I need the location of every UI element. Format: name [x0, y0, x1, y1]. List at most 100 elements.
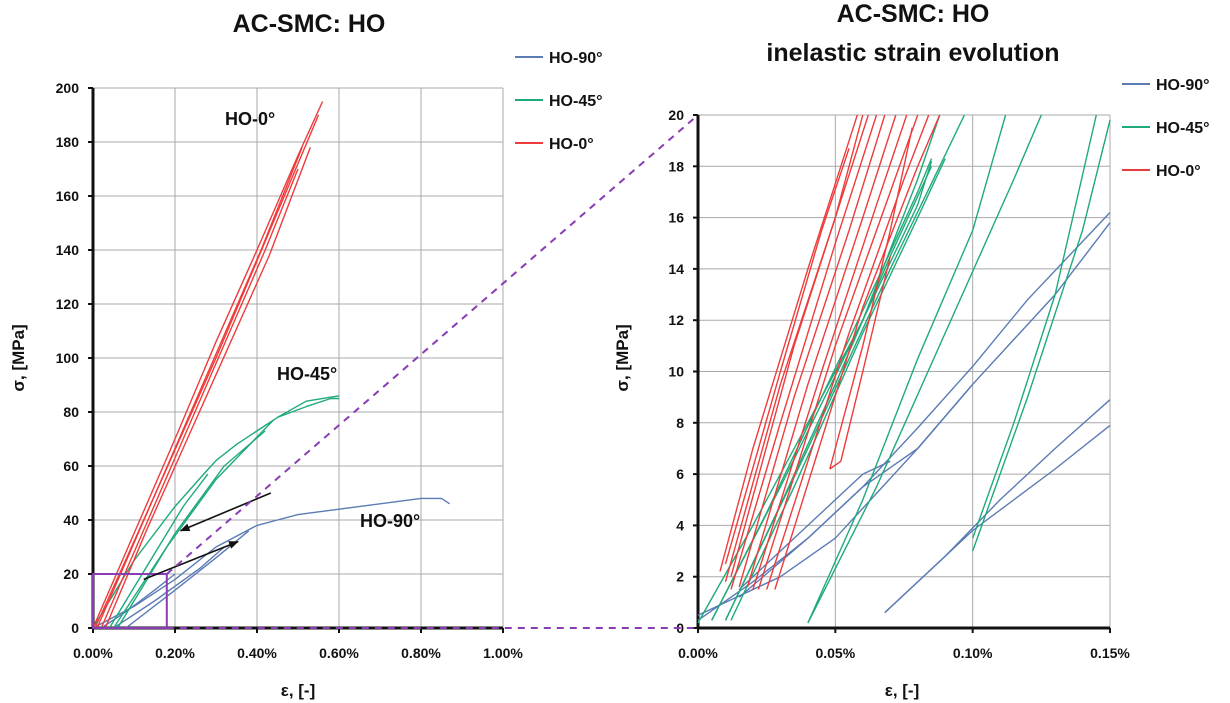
arrow-loading — [143, 540, 239, 581]
legend-label-ho0: HO-0° — [549, 136, 594, 153]
legend-label-ho45: HO-45° — [1156, 120, 1210, 137]
legend-label-ho90: HO-90° — [549, 50, 603, 67]
right-y-tick-label: 2 — [676, 569, 684, 585]
left-y-tick-label: 40 — [63, 512, 79, 528]
legend-label-ho90: HO-90° — [1156, 77, 1210, 94]
right-grid — [693, 114, 1111, 633]
series-ho0-curve — [774, 114, 941, 590]
left-annotations-layer: HO-0° HO-45° HO-90° — [92, 109, 420, 629]
left-legend: HO-90° HO-45° HO-0° — [515, 50, 603, 153]
series-ho0-curve — [94, 114, 320, 629]
series-ho45-curve — [807, 114, 1007, 624]
series-ho90-curve — [92, 497, 451, 629]
annotation-label: HO-90° — [360, 511, 420, 531]
left-y-tick-label: 100 — [56, 350, 80, 366]
series-ho45-curve — [972, 119, 1111, 552]
series-ho45-curve — [112, 419, 274, 629]
right-x-tick-label: 0.05% — [815, 645, 855, 661]
right-y-tick-label: 18 — [668, 158, 684, 174]
left-y-tick-label: 140 — [56, 242, 80, 258]
series-ho45-curve — [711, 160, 933, 621]
left-x-tick-label: 0.20% — [155, 645, 195, 661]
left-y-tick-label: 60 — [63, 458, 79, 474]
series-ho45-curve — [807, 114, 1042, 624]
right-legend: HO-90° HO-45° HO-0° — [1122, 77, 1210, 180]
left-grid — [88, 87, 504, 633]
series-ho0-curve — [752, 114, 908, 590]
series-ho0-curve — [766, 114, 930, 590]
right-y-tick-label: 4 — [676, 517, 684, 533]
series-ho45-curve — [277, 395, 340, 419]
series-ho0-curve — [746, 114, 897, 588]
left-tick-labels: 0 20 40 60 80 100 120 140 160 180 200 0.00% 0.20% 0.4… — [56, 80, 524, 661]
chart-left: AC-SMC: HO ε, [-] σ, [MPa] 0 20 40 60 80 100 1… — [9, 10, 603, 700]
left-plot-series — [92, 101, 451, 629]
series-ho0-curve — [757, 114, 919, 590]
series-ho45-curve — [697, 114, 941, 624]
left-y-tick-label: 160 — [56, 188, 80, 204]
series-ho0-curve — [730, 114, 878, 590]
series-ho90-curve — [738, 460, 891, 591]
series-ho90-curve — [697, 222, 1111, 616]
legend-label-ho0: HO-0° — [1156, 163, 1201, 180]
left-y-tick-label: 200 — [56, 80, 80, 96]
series-ho0-curve — [829, 127, 913, 470]
zoom-connector-lines — [166, 114, 699, 629]
left-chart-title: AC-SMC: HO — [233, 10, 386, 38]
zoom-connector-top — [166, 114, 699, 575]
right-x-axis-label: ε, [-] — [885, 681, 920, 700]
right-y-axis-label: σ, [MPa] — [613, 324, 632, 391]
right-y-tick-label: 10 — [668, 364, 684, 380]
series-ho90-curve — [113, 546, 225, 629]
left-x-tick-label: 0.40% — [237, 645, 277, 661]
series-ho45-curve — [92, 397, 339, 629]
left-y-tick-label: 180 — [56, 134, 80, 150]
chart-right: AC-SMC: HO inelastic strain evolution ε,… — [613, 0, 1210, 700]
left-x-tick-label: 0.80% — [401, 645, 441, 661]
series-ho0-curve — [829, 255, 891, 470]
right-chart-subtitle: inelastic strain evolution — [766, 39, 1059, 67]
series-ho45-curve — [972, 114, 1097, 539]
annotation-label: HO-45° — [277, 364, 337, 384]
right-tick-labels: 024681012141618200.00%0.05%0.10%0.15% — [668, 107, 1130, 661]
series-ho0-curve — [104, 147, 311, 629]
left-y-tick-label: 20 — [63, 566, 79, 582]
right-y-tick-label: 20 — [668, 107, 684, 123]
right-y-tick-label: 12 — [668, 312, 684, 328]
right-y-tick-label: 8 — [676, 415, 684, 431]
annotation-label: HO-0° — [225, 109, 275, 129]
series-ho0-curve — [730, 114, 864, 577]
series-ho0-curve — [92, 101, 324, 629]
left-y-tick-label: 0 — [71, 620, 79, 636]
series-ho90-curve — [884, 424, 1111, 614]
series-ho0-curve — [724, 114, 869, 582]
right-plot-series — [697, 114, 1111, 624]
left-x-tick-label: 0.60% — [319, 645, 359, 661]
zoom-region-box — [92, 573, 168, 629]
right-x-tick-label: 0.00% — [678, 645, 718, 661]
arrow-unloading — [179, 492, 272, 532]
right-y-tick-label: 6 — [676, 466, 684, 482]
right-chart-title: AC-SMC: HO — [837, 0, 990, 28]
series-ho0-curve — [719, 114, 858, 572]
right-x-tick-label: 0.15% — [1090, 645, 1130, 661]
series-ho45-curve — [108, 473, 209, 629]
left-y-tick-label: 80 — [63, 404, 79, 420]
series-ho0-curve — [100, 168, 299, 629]
series-ho45-curve — [724, 114, 966, 621]
left-y-axis-label: σ, [MPa] — [9, 324, 28, 391]
series-ho45-curve — [117, 430, 266, 629]
left-x-tick-label: 0.00% — [73, 645, 113, 661]
series-ho90-curve — [100, 573, 176, 629]
series-ho45-curve — [730, 158, 946, 621]
right-y-tick-label: 14 — [668, 261, 684, 277]
right-y-tick-label: 16 — [668, 210, 684, 226]
right-x-tick-label: 0.10% — [953, 645, 993, 661]
series-ho0-curve — [738, 114, 886, 588]
series-ho0-curve — [724, 148, 850, 565]
series-ho45-curve — [724, 166, 933, 621]
legend-label-ho45: HO-45° — [549, 93, 603, 110]
left-x-axis-label: ε, [-] — [281, 681, 316, 700]
left-y-tick-label: 120 — [56, 296, 80, 312]
